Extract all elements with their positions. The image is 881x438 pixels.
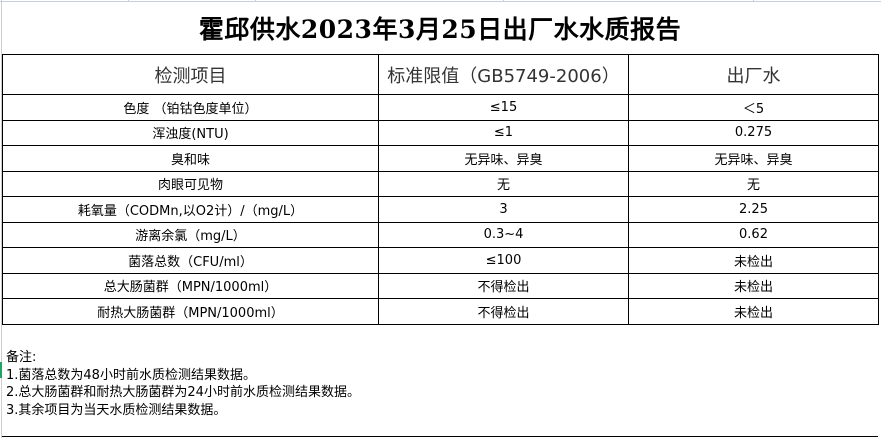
header-limit[interactable]: 标准限值（GB5749-2006） xyxy=(378,54,629,95)
cell-limit[interactable]: 0.3~4 xyxy=(378,221,629,248)
note-line: 3.其余项目为当天水质检测结果数据。 xyxy=(6,402,227,418)
cell-limit[interactable]: 无 xyxy=(378,170,629,197)
table-row: 总大肠菌群（MPN/1000ml） 不得检出 未检出 xyxy=(2,272,879,299)
table-row: 肉眼可见物无无 xyxy=(2,170,879,197)
quality-table: 检测项目 标准限值（GB5749-2006） 出厂水 色度 （铂钴色度单位） ≤1… xyxy=(2,54,879,325)
cell-value[interactable]: 未检出 xyxy=(628,247,879,274)
report-title[interactable]: 霍邱供水2023年3月25日出厂水水质报告 xyxy=(198,15,682,44)
note-line: 2.总大肠菌群和耐热大肠菌群为24小时前水质检测结果数据。 xyxy=(6,385,360,400)
table-row: 色度 （铂钴色度单位） ≤15 ＜5 xyxy=(2,94,879,121)
table-row: 浑浊度(NTU) ≤1 0.275 xyxy=(2,119,879,146)
cell-limit[interactable]: 不得检出 xyxy=(378,272,629,299)
row-selection-marker xyxy=(0,362,2,378)
cell-value[interactable]: ＜5 xyxy=(628,94,879,121)
cell-limit[interactable]: 不得检出 xyxy=(378,298,629,325)
cell-limit[interactable]: ≤1 xyxy=(378,119,629,146)
cell-item[interactable]: 肉眼可见物 xyxy=(2,170,379,197)
cell-value[interactable]: 2.25 xyxy=(628,196,879,223)
header-item[interactable]: 检测项目 xyxy=(2,54,379,95)
cell-limit[interactable]: 3 xyxy=(378,196,629,223)
cell-item[interactable]: 臭和味 xyxy=(2,145,379,172)
header-value[interactable]: 出厂水 xyxy=(628,54,879,95)
cell-item[interactable]: 耗氧量（CODMn,以O2计）/（mg/L） xyxy=(2,196,379,223)
table-row: 耐热大肠菌群（MPN/1000ml） 不得检出 未检出 xyxy=(2,298,879,325)
cell-limit[interactable]: 无异味、异臭 xyxy=(378,145,629,172)
gridline xyxy=(0,1,881,2)
cell-item[interactable]: 菌落总数（CFU/ml） xyxy=(2,247,379,274)
notes-cell[interactable]: 备注: 1.菌落总数为48小时前水质检测结果数据。 2.总大肠菌群和耐热大肠菌群… xyxy=(2,330,878,437)
gridline xyxy=(1,0,2,438)
cell-item[interactable]: 游离余氯（mg/L） xyxy=(2,221,379,248)
cell-item[interactable]: 浑浊度(NTU) xyxy=(2,119,379,146)
cell-item[interactable]: 色度 （铂钴色度单位） xyxy=(2,94,379,121)
cell-value[interactable]: 0.275 xyxy=(628,119,879,146)
cell-item[interactable]: 总大肠菌群（MPN/1000ml） xyxy=(2,272,379,299)
cell-value[interactable]: 无 xyxy=(628,170,879,197)
cell-limit[interactable]: ≤15 xyxy=(378,94,629,121)
header-row: 检测项目 标准限值（GB5749-2006） 出厂水 xyxy=(2,54,879,95)
cell-limit[interactable]: ≤100 xyxy=(378,247,629,274)
table-row: 游离余氯（mg/L） 0.3~4 0.62 xyxy=(2,221,879,248)
table-row: 菌落总数（CFU/ml） ≤100 未检出 xyxy=(2,247,879,274)
cell-value[interactable]: 未检出 xyxy=(628,298,879,325)
notes-heading: 备注: xyxy=(6,350,37,365)
cell-item[interactable]: 耐热大肠菌群（MPN/1000ml） xyxy=(2,298,379,325)
cell-value[interactable]: 0.62 xyxy=(628,221,879,248)
cell-value[interactable]: 无异味、异臭 xyxy=(628,145,879,172)
cell-value[interactable]: 未检出 xyxy=(628,272,879,299)
table-row: 臭和味 无异味、异臭 无异味、异臭 xyxy=(2,145,879,172)
note-line: 1.菌落总数为48小时前水质检测结果数据。 xyxy=(6,367,256,383)
table-row: 耗氧量（CODMn,以O2计）/（mg/L） 3 2.25 xyxy=(2,196,879,223)
